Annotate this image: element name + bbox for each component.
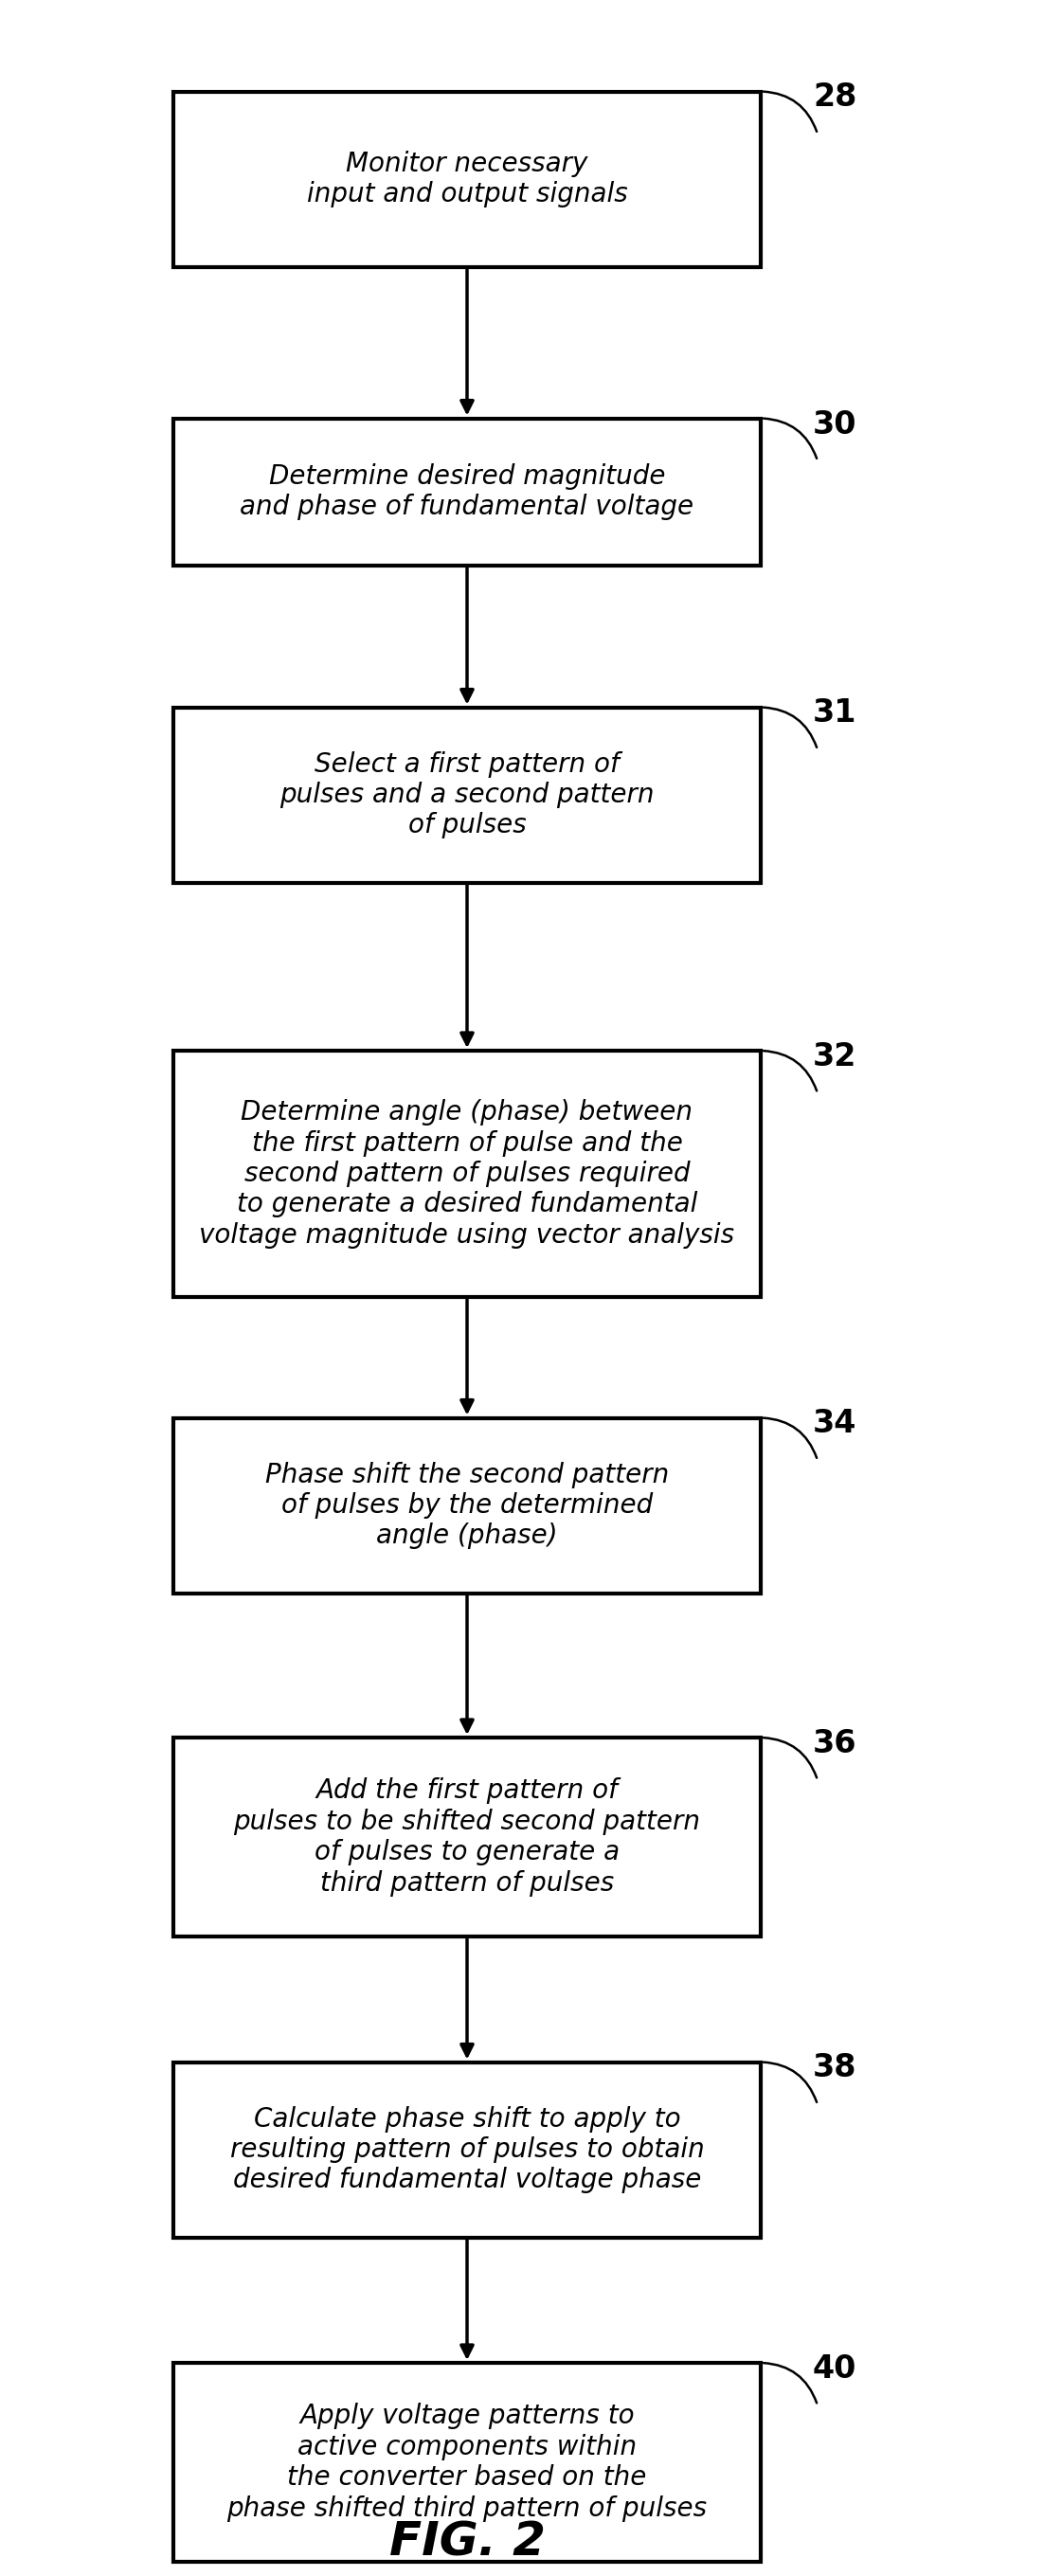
Text: Calculate phase shift to apply to
resulting pattern of pulses to obtain
desired : Calculate phase shift to apply to result…: [229, 2105, 704, 2195]
FancyBboxPatch shape: [173, 90, 760, 268]
Text: 31: 31: [812, 698, 857, 729]
Text: 38: 38: [812, 2053, 857, 2084]
Text: Phase shift the second pattern
of pulses by the determined
angle (phase): Phase shift the second pattern of pulses…: [266, 1461, 669, 1548]
Text: 28: 28: [812, 82, 857, 113]
FancyBboxPatch shape: [173, 2362, 760, 2561]
Text: Apply voltage patterns to
active components within
the converter based on the
ph: Apply voltage patterns to active compone…: [227, 2403, 707, 2522]
Text: Monitor necessary
input and output signals: Monitor necessary input and output signa…: [307, 149, 628, 209]
Text: 34: 34: [812, 1409, 857, 1440]
Text: Add the first pattern of
pulses to be shifted second pattern
of pulses to genera: Add the first pattern of pulses to be sh…: [234, 1777, 701, 1896]
FancyBboxPatch shape: [173, 708, 760, 884]
Text: Determine desired magnitude
and phase of fundamental voltage: Determine desired magnitude and phase of…: [240, 464, 693, 520]
Text: 40: 40: [812, 2354, 857, 2385]
FancyBboxPatch shape: [173, 1051, 760, 1296]
FancyBboxPatch shape: [173, 1739, 760, 1937]
Text: Select a first pattern of
pulses and a second pattern
of pulses: Select a first pattern of pulses and a s…: [279, 752, 654, 840]
Text: FIG. 2: FIG. 2: [389, 2519, 545, 2566]
Text: Determine angle (phase) between
the first pattern of pulse and the
second patter: Determine angle (phase) between the firs…: [200, 1100, 735, 1249]
FancyBboxPatch shape: [173, 2061, 760, 2239]
Text: 36: 36: [812, 1728, 857, 1759]
FancyBboxPatch shape: [173, 1417, 760, 1592]
FancyBboxPatch shape: [173, 417, 760, 564]
Text: 32: 32: [812, 1041, 857, 1072]
Text: 30: 30: [812, 410, 857, 440]
